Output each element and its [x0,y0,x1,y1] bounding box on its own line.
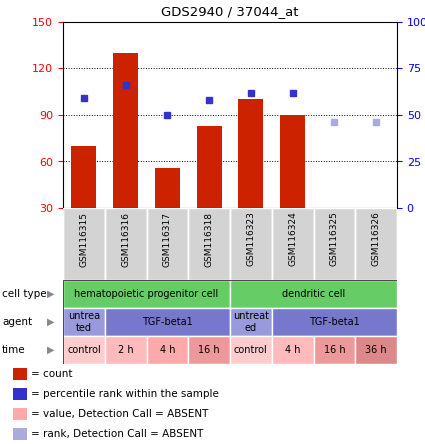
Bar [63,308,105,336]
Bar [355,336,397,364]
Text: dendritic cell: dendritic cell [282,289,345,299]
Text: GSM116323: GSM116323 [246,212,255,266]
Text: GSM116315: GSM116315 [79,212,88,266]
Bar [272,308,397,336]
Bar [105,336,147,364]
Bar [71,146,96,208]
Bar [113,53,138,208]
Text: GSM116316: GSM116316 [121,212,130,266]
Text: untreat
ed: untreat ed [233,311,269,333]
Text: ▶: ▶ [46,345,54,355]
Bar [364,208,388,228]
Bar [63,280,230,308]
Bar [13,388,27,400]
Text: hematopoietic progenitor cell: hematopoietic progenitor cell [74,289,218,299]
Bar [314,336,355,364]
Text: 2 h: 2 h [118,345,133,355]
Text: cell type: cell type [2,289,47,299]
Bar [147,208,188,280]
Bar [63,208,105,280]
Text: TGF-beta1: TGF-beta1 [309,317,360,327]
Text: 16 h: 16 h [323,345,345,355]
Bar [188,336,230,364]
Text: 4 h: 4 h [285,345,300,355]
Bar [13,408,27,420]
Text: control: control [67,345,101,355]
Bar [63,336,105,364]
Text: = value, Detection Call = ABSENT: = value, Detection Call = ABSENT [31,409,209,419]
Text: time: time [2,345,26,355]
Text: = percentile rank within the sample: = percentile rank within the sample [31,389,219,399]
Text: GSM116326: GSM116326 [371,212,381,266]
Bar [230,308,272,336]
Text: 36 h: 36 h [366,345,387,355]
Text: untrea
ted: untrea ted [68,311,100,333]
Bar [188,208,230,280]
Text: = count: = count [31,369,73,379]
Text: GSM116324: GSM116324 [288,212,297,266]
Bar [314,208,355,280]
Text: = rank, Detection Call = ABSENT: = rank, Detection Call = ABSENT [31,429,204,439]
Bar [272,208,314,280]
Bar [105,308,230,336]
Text: agent: agent [2,317,32,327]
Bar [238,99,264,208]
Bar [155,168,180,208]
Text: GSM116318: GSM116318 [204,212,214,266]
Text: ▶: ▶ [46,289,54,299]
Bar [230,336,272,364]
Text: 4 h: 4 h [160,345,175,355]
Text: GSM116325: GSM116325 [330,212,339,266]
Bar [147,336,188,364]
Bar [230,208,272,280]
Bar [13,369,27,380]
Bar [197,126,222,208]
Bar [322,208,347,242]
Bar [355,208,397,280]
Text: ▶: ▶ [46,317,54,327]
Text: TGF-beta1: TGF-beta1 [142,317,193,327]
Bar [280,115,305,208]
Bar [272,336,314,364]
Bar [13,428,27,440]
Bar [105,208,147,280]
Title: GDS2940 / 37044_at: GDS2940 / 37044_at [161,5,299,18]
Text: GSM116317: GSM116317 [163,212,172,266]
Bar [230,280,397,308]
Text: 16 h: 16 h [198,345,220,355]
Text: control: control [234,345,268,355]
